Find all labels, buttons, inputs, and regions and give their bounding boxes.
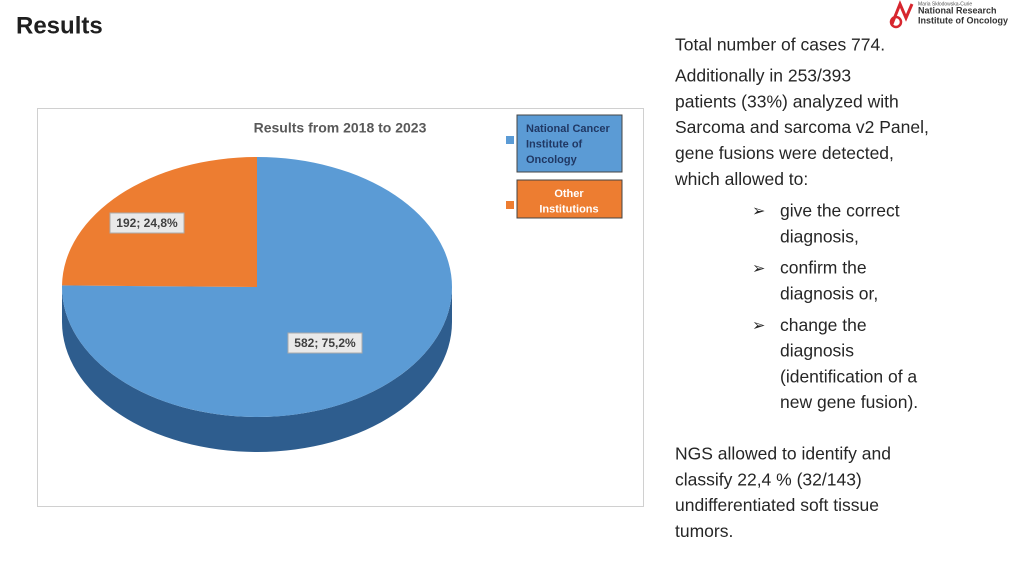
bullet-marker: ➢ (752, 317, 765, 334)
body-text: tumors. (675, 521, 733, 541)
body-text: change the (780, 315, 867, 335)
body-text: NGS allowed to identify and (675, 444, 891, 464)
legend-swatch (506, 201, 514, 209)
body-text: Total number of cases 774. (675, 35, 885, 55)
logo-text: Maria Skłodowska-Curie (918, 1, 972, 7)
logo-text: National Research (918, 5, 997, 15)
text-body: Total number of cases 774. Additionally i… (674, 35, 929, 541)
logo-mark (889, 15, 903, 29)
data-label-box (287, 332, 363, 354)
legend: National Cancer Institute of Oncology Other… (506, 114, 623, 219)
body-text: gene fusions were detected, (675, 143, 894, 163)
data-label: 192; 24,8% (116, 216, 178, 230)
body-text: give the correct (780, 201, 900, 221)
body-text: diagnosis (780, 341, 854, 361)
bullet-marker: ➢ (752, 260, 765, 277)
legend-box (516, 179, 623, 219)
chart-title: Results from 2018 to 2023 (254, 120, 427, 136)
slide-title: Results (16, 12, 103, 39)
body-text: Sarcoma and sarcoma v2 Panel, (675, 117, 929, 137)
legend-box (516, 114, 623, 173)
legend-swatch (506, 136, 514, 144)
body-text: which allowed to: (674, 169, 808, 189)
legend-label: National Cancer Institute of Oncology (526, 123, 610, 166)
data-label-box (109, 212, 185, 234)
body-text: diagnosis, (780, 226, 859, 246)
logo-text: Institute of Oncology (918, 15, 1008, 25)
body-text: confirm the (780, 258, 867, 278)
body-text: new gene fusion). (780, 392, 918, 412)
data-label: 582; 75,2% (294, 336, 356, 350)
body-text: Additionally in 253/393 (675, 66, 851, 86)
body-text: undifferentiated soft tissue (675, 495, 879, 515)
logo: Maria Skłodowska-Curie National Research… (889, 0, 1008, 29)
body-text: patients (33%) analyzed with (675, 91, 899, 111)
legend-label: Other Institutions (539, 188, 598, 216)
body-text: diagnosis or, (780, 284, 878, 304)
body-text: classify 22,4 % (32/143) (675, 469, 862, 489)
logo-mark (890, 0, 914, 25)
bullet-marker: ➢ (752, 203, 765, 220)
body-text: (identification of a (780, 366, 917, 386)
pie: 582; 75,2% 192; 24,8% (61, 157, 452, 452)
pie-side (62, 287, 452, 452)
